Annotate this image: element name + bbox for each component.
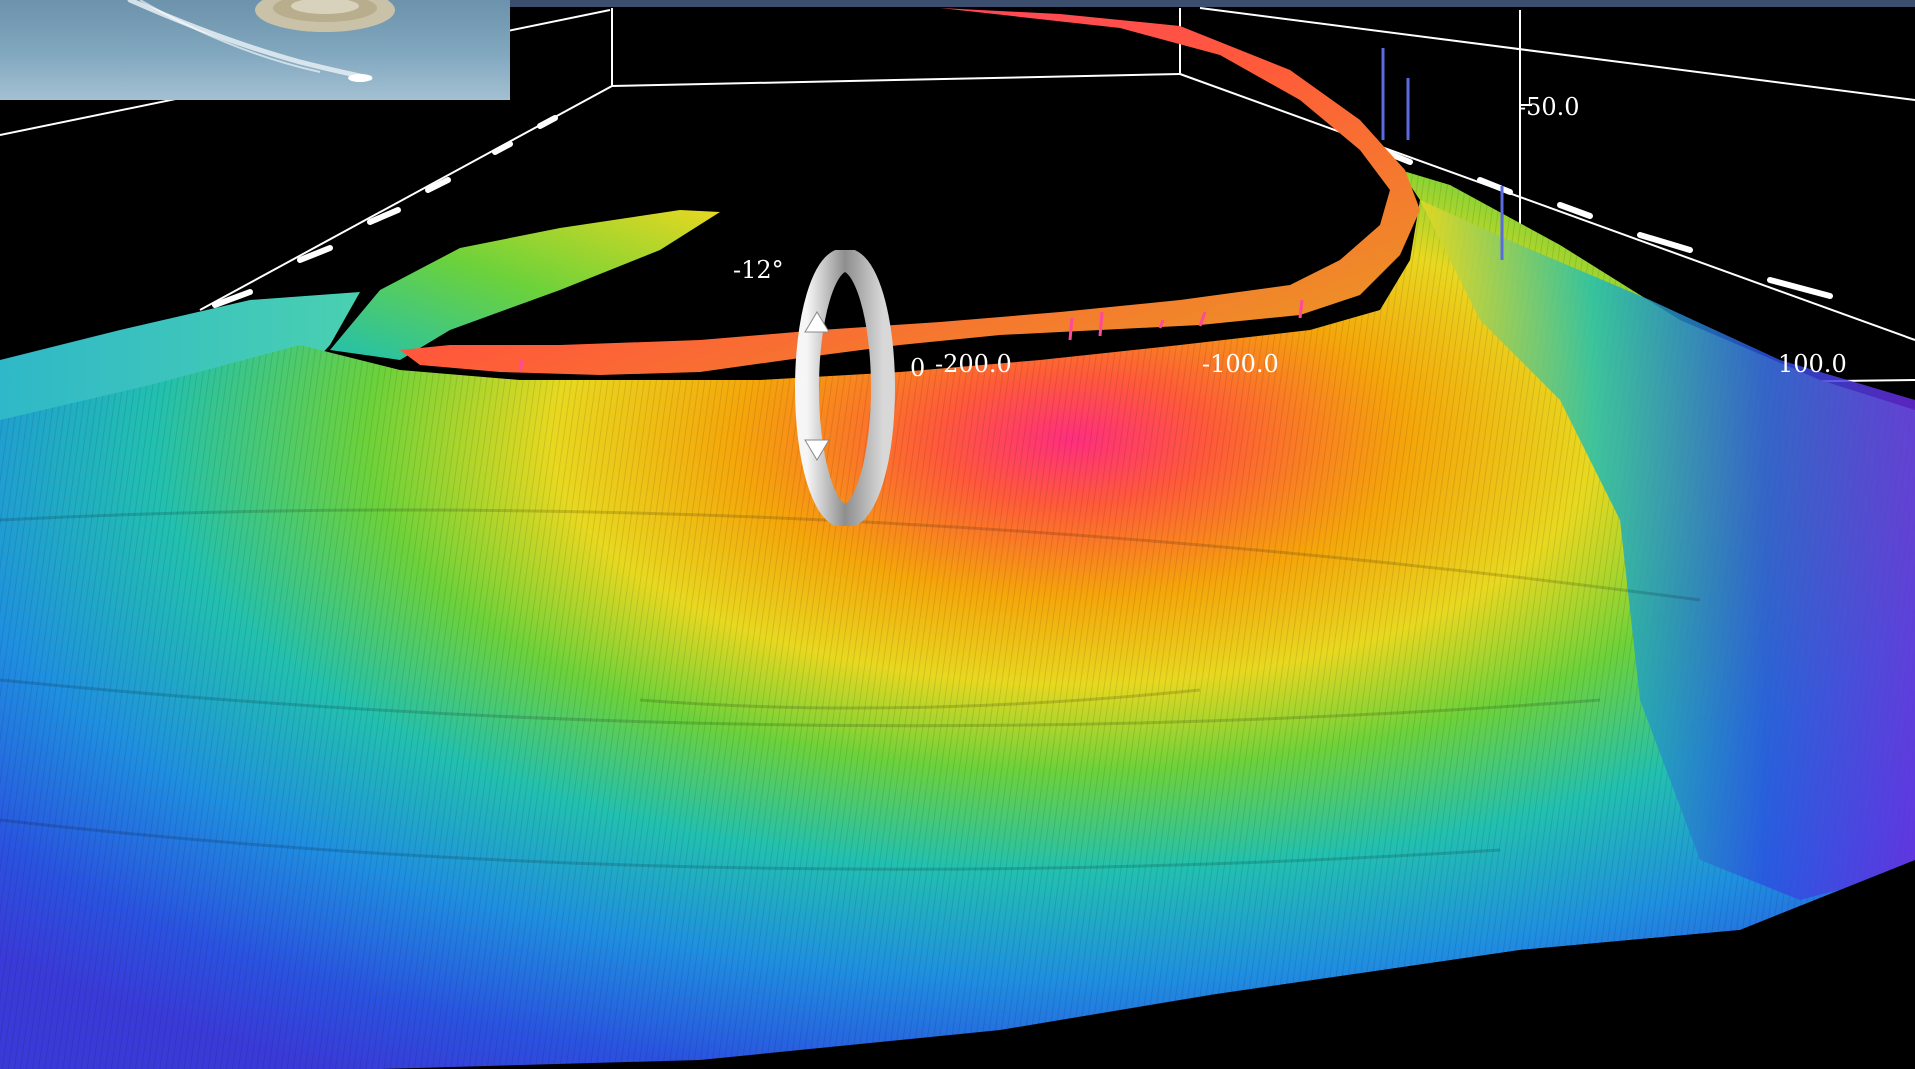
rotate-down-arrow-icon — [804, 439, 830, 461]
rim-spikes — [518, 299, 1304, 373]
x-axis-tick-minus100: -100.0 — [1202, 350, 1279, 378]
origin-tick: 0 — [910, 354, 925, 382]
left-ridge-arm — [330, 210, 720, 360]
compass-angle-label: -12° — [733, 256, 784, 284]
x-axis-tick-100: 100.0 — [1778, 350, 1847, 378]
right-flank-surface — [1420, 200, 1915, 900]
seafloor-terraces — [0, 508, 1701, 871]
aerial-photo-icon — [127, 0, 395, 82]
seamount-texture — [0, 170, 1915, 1069]
axis-dash-marks — [212, 115, 1833, 308]
crater-rim-ridge — [400, 8, 1420, 375]
aerial-photo-inset — [0, 0, 510, 100]
survey-edge-cutout — [1000, 860, 1915, 1069]
sonar-spikes — [1381, 48, 1504, 260]
x-axis-tick-minus200: -200.0 — [935, 350, 1012, 378]
rotate-up-arrow-icon — [804, 311, 830, 333]
window-top-bar — [0, 0, 1915, 7]
z-axis-tick-minus50: -50.0 — [1518, 93, 1580, 121]
rotation-ring-icon[interactable] — [780, 250, 910, 526]
